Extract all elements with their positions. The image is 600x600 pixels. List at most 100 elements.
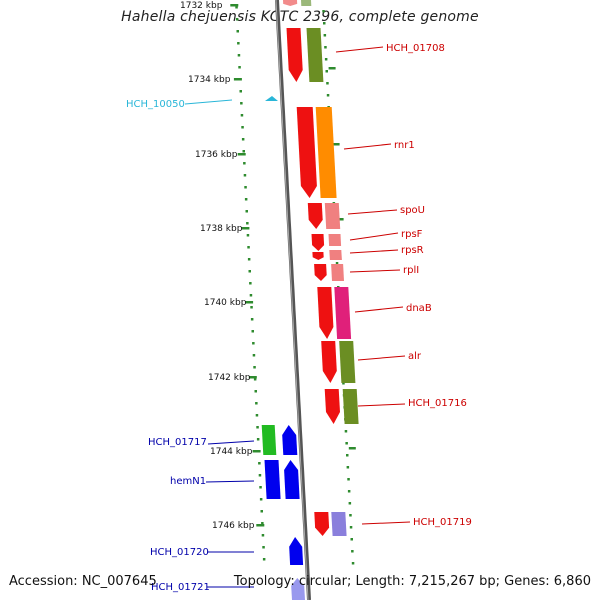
cog-feature (264, 460, 281, 499)
gene-label[interactable]: rpsR (401, 245, 424, 256)
skew-dot-left (236, 30, 239, 33)
kbp-tick-mark (233, 78, 242, 81)
genome-summary-text: Topology: circular; Length: 7,215,267 bp… (233, 574, 591, 589)
gene-label[interactable]: hemN1 (170, 476, 206, 487)
skew-dot-left (262, 558, 266, 561)
gene-label[interactable]: rpsF (401, 229, 423, 240)
skew-dot-left (255, 414, 259, 417)
skew-dot-left (260, 510, 263, 513)
skew-dot-left (259, 486, 262, 489)
gene-label[interactable]: alr (408, 351, 422, 362)
skew-dot-left (261, 522, 264, 525)
skew-dot-right (342, 382, 345, 385)
gene-label[interactable]: dnaB (406, 303, 432, 314)
skew-dot-left (253, 378, 257, 381)
gene-label[interactable]: HCH_01708 (386, 43, 445, 54)
skew-dot-left (243, 162, 246, 165)
kbp-tick-mark (245, 301, 254, 304)
gene-label[interactable]: HCH_01719 (413, 517, 472, 528)
kbp-tick-mark (237, 153, 246, 156)
skew-dot-right (347, 478, 350, 481)
skew-dot-left (240, 102, 243, 105)
skew-dot-left (251, 330, 254, 333)
cog-feature (261, 425, 277, 455)
cog-feature (334, 287, 352, 339)
skew-dot-right (351, 562, 355, 565)
kbp-tick-mark (256, 524, 265, 527)
trna-feature (265, 96, 278, 101)
skew-dot-left (252, 354, 256, 357)
cog-feature (306, 28, 324, 82)
accession-text: Accession: NC_007645 (9, 574, 157, 589)
gene-label[interactable]: HCH_01721 (151, 582, 210, 593)
gene-label[interactable]: HCH_10050 (126, 99, 185, 110)
gene-label[interactable]: rplI (403, 265, 419, 276)
backbone-highlight (275, 0, 309, 600)
gene-label-leader (207, 440, 255, 445)
cds-feature (283, 0, 298, 6)
cds-feature (324, 389, 340, 424)
gene-features (261, 0, 359, 600)
skew-dot-left (235, 18, 239, 21)
skew-tick-mark (332, 143, 340, 146)
kbp-tick-label: 1744 kbp (210, 447, 253, 457)
skew-dot-left (242, 150, 245, 153)
skew-dot-left (256, 426, 259, 429)
skew-dot-left (255, 402, 258, 405)
skew-dot-left (249, 294, 253, 297)
map-title: Hahella chejuensis KCTC 2396, complete g… (121, 9, 479, 25)
skew-dot-right (322, 10, 325, 13)
gene-label[interactable]: HCH_01717 (148, 437, 207, 448)
kbp-tick-label: 1738 kbp (200, 224, 243, 234)
skew-dot-right (349, 514, 352, 517)
gene-label-leader (349, 249, 399, 254)
cog-feature (329, 250, 342, 260)
cds-feature (317, 287, 334, 339)
kbp-tick-mark (230, 4, 239, 7)
skew-tick-mark (336, 218, 344, 221)
gene-label-leader (184, 99, 233, 105)
cog-feature (324, 203, 341, 229)
gene-label-leader (357, 403, 406, 407)
skew-dot-right (335, 262, 339, 265)
skew-dot-left (245, 210, 248, 213)
cog-feature (315, 107, 337, 198)
skew-dot-left (247, 246, 250, 249)
skew-dot-left (249, 282, 252, 285)
skew-dot-right (323, 22, 326, 25)
cds-feature (312, 252, 324, 260)
gene-label-leader (357, 355, 406, 361)
skew-dot-left (235, 6, 238, 9)
skew-dot-right (346, 454, 349, 457)
cds-feature (289, 537, 304, 565)
gene-label-leader (349, 269, 401, 273)
kbp-tick-label: 1734 kbp (188, 75, 231, 85)
cds-feature (286, 28, 303, 82)
skew-dot-right (348, 502, 352, 505)
kbp-tick-label: 1740 kbp (204, 298, 247, 308)
skew-dot-right (323, 34, 327, 37)
kbp-tick-label: 1746 kbp (212, 521, 255, 531)
skew-dot-left (244, 198, 248, 201)
skew-dot-left (256, 438, 260, 441)
skew-dot-left (246, 234, 250, 237)
skew-dot-left (258, 462, 261, 465)
cds-feature (284, 460, 300, 499)
skew-dot-right (349, 526, 353, 529)
skew-dot-right (350, 538, 353, 541)
kbp-tick-mark (252, 450, 261, 453)
skew-dot-right (347, 490, 351, 493)
kbp-tick-label: 1732 kbp (180, 1, 223, 11)
skew-dot-right (345, 442, 348, 445)
gene-label[interactable]: HCH_01716 (408, 398, 467, 409)
gene-label[interactable]: HCH_01720 (150, 547, 209, 558)
gene-label[interactable]: spoU (400, 205, 425, 216)
gene-label[interactable]: rnr1 (394, 140, 415, 151)
skew-dot-left (261, 534, 265, 537)
skew-tick-mark (328, 67, 336, 70)
gene-label-leader (205, 480, 255, 483)
gene-label-leader (349, 232, 399, 241)
skew-dot-left (262, 546, 265, 549)
cds-feature (291, 578, 305, 600)
